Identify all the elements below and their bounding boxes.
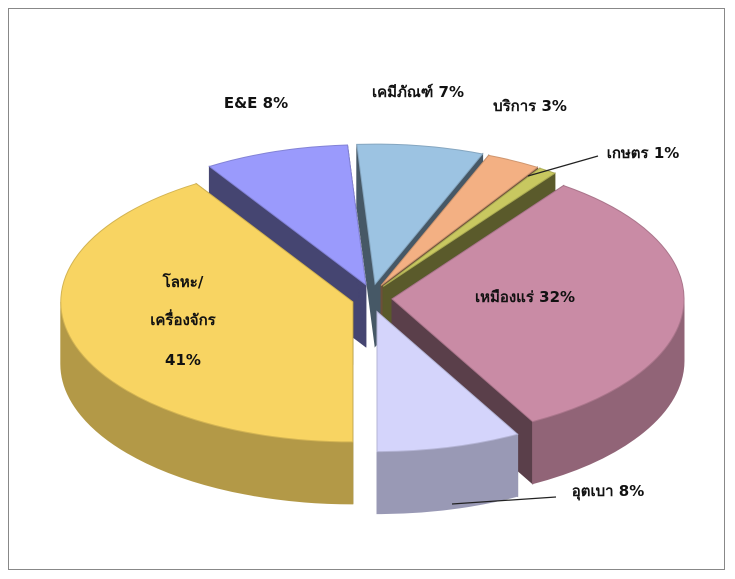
label-part: เคมีภัณฑ์ <box>371 83 434 101</box>
pie-slice <box>60 183 354 443</box>
label-part: 1% <box>653 144 680 162</box>
slice-value-label: 41% <box>165 351 201 369</box>
label-part: 3% <box>541 97 567 115</box>
slice-label: เคมีภัณฑ์ 7% <box>372 80 464 104</box>
slice-label: เหมืองแร่ 32% <box>475 285 575 309</box>
label-part: เหมืองแร่ <box>474 288 534 306</box>
label-part: 8% <box>618 482 645 500</box>
pie-slice <box>391 185 685 423</box>
pie-slice <box>376 310 519 453</box>
label-part: 32% <box>539 288 576 306</box>
label-part: อุตเบา <box>571 482 614 500</box>
label-part: บริการ <box>493 97 537 115</box>
slice-label: บริการ 3% <box>493 94 567 118</box>
leader-line <box>527 155 599 177</box>
pie-slice <box>356 143 484 286</box>
pie-slice <box>208 144 367 286</box>
label-part: 8% <box>262 94 289 112</box>
label-part: 7% <box>438 83 465 101</box>
leader-line <box>451 496 557 505</box>
slice-label: อุตเบา 8% <box>572 479 645 503</box>
slice-label: E&E 8% <box>224 94 288 112</box>
label-part: 41% <box>165 351 201 369</box>
slice-label: โลหะ/ เครื่องจักร <box>128 263 238 339</box>
label-part: E&E <box>223 94 258 112</box>
label-part: เกษตร <box>606 144 649 162</box>
pie-slice <box>380 154 539 286</box>
slice-label: เกษตร 1% <box>607 141 680 165</box>
chart-frame <box>8 8 725 570</box>
label-part: โลหะ/ เครื่องจักร <box>150 273 216 329</box>
pie <box>60 143 685 515</box>
